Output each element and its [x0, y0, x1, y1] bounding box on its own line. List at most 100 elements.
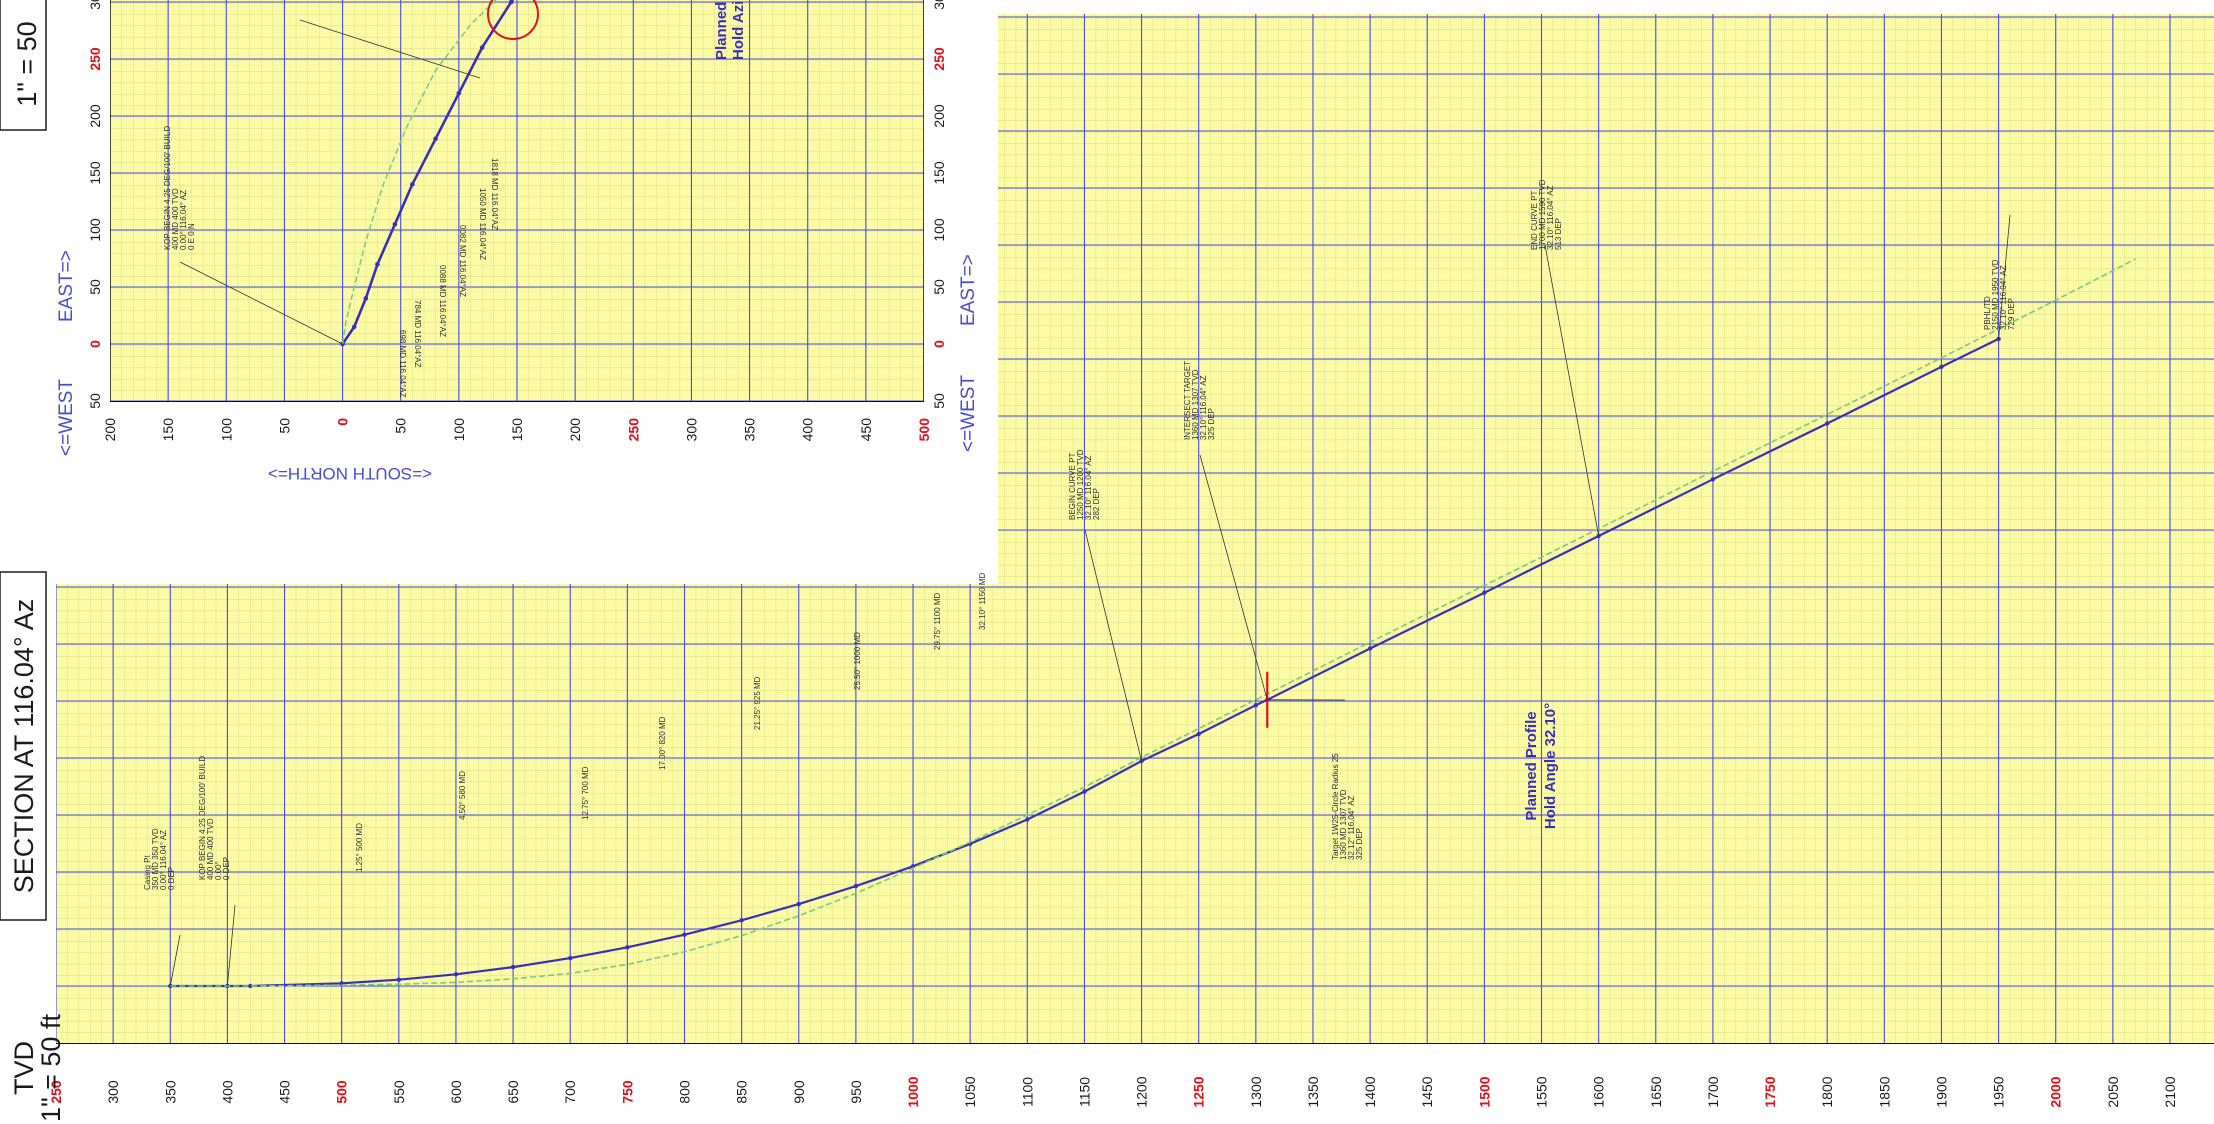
section-x-tick-label: 550 [391, 1080, 407, 1104]
plan-y-tick-label-right: 150 [931, 161, 947, 185]
plan-point [410, 182, 415, 187]
section-x-tick-label: 1600 [1591, 1076, 1607, 1107]
section-x-tick-label: 1250 [1191, 1076, 1207, 1107]
plan-annotation: 0088 MD 116.04°AZ [438, 265, 447, 337]
section-x-tick-label: 800 [676, 1080, 692, 1104]
section-annotation: 1.25° 500 MD [355, 823, 364, 872]
section-x-tick-label: 1550 [1534, 1076, 1550, 1107]
section-annotation-text: 513 DEP [1554, 218, 1563, 250]
section-x-tick-label: 1400 [1362, 1076, 1378, 1107]
plan-point [456, 90, 462, 96]
section-annotations: Casing Pt 350 MD 350 TVD 0.00° 116.04° AZ 0… [143, 179, 2016, 987]
section-x-tick-label: 500 [334, 1080, 350, 1104]
section-annotation: Target 1W25-Circle Radius 25 1360 MD 1307… [1267, 699, 1364, 860]
section-annotation-text: 1700 MD 1590 TVD [1538, 179, 1547, 250]
section-x-ticks: 250 300 350 400 450 500 550 600 650 700 750 800 850 9… [48, 1076, 2178, 1107]
section-x-tick-label: 1300 [1248, 1076, 1264, 1107]
section-point [1082, 789, 1087, 794]
section-x-tick-label: 1450 [1419, 1076, 1435, 1107]
section-annotation: KOP BEGIN 4.25 DEG/100' BUILD 400 MD 400 … [198, 756, 236, 987]
plan-annotation: 1818 MD 116.04°AZ [490, 158, 499, 230]
section-annotation-text: 1250 MD 1200 TVD [1076, 449, 1085, 520]
plan-x-tick-label: 500 [916, 418, 932, 442]
section-annotation-text: 32.10° 1150 MD [978, 572, 987, 630]
section-scale: TVD 1" = 50 ft [9, 1014, 66, 1122]
section-x-tick-label: 750 [619, 1080, 635, 1104]
section-x-tick-label: 1500 [1476, 1076, 1492, 1107]
section-annotation-text: 0 DEP [222, 857, 231, 880]
section-annotation-text: 29.75° 1100 MD [933, 592, 942, 650]
plan-y-tick-label-left: 150 [87, 161, 103, 185]
plan-target-circle [487, 0, 539, 40]
plan-y-tick-label-right: 200 [931, 104, 947, 128]
section-annotation-leader [1084, 529, 1142, 762]
plan-x-tick-label: 100 [451, 418, 467, 442]
section-point [396, 977, 402, 982]
plan-x-ticks: 200 150 100 50 0 50 100 150 200 250 300 350 400 450 50… [102, 418, 932, 442]
section-annotation-text: 350 MD 350 TVD [151, 828, 160, 890]
section-profile-title-line-1: Planned Profile [1523, 711, 1540, 820]
section-point [796, 901, 801, 907]
plan-y-tick-label-left: 0 [87, 340, 103, 348]
section-scale-line-2: 1" = 50 ft [36, 1014, 66, 1122]
plan-point [392, 222, 398, 227]
section-annotation: END CURVE PT 1700 MD 1590 TVD 32.10° 116.0… [1530, 179, 1600, 537]
section-x-tick-label: 250 [48, 1080, 64, 1104]
section-point [248, 983, 253, 989]
section-x-tick-label: 1850 [1876, 1076, 1892, 1107]
section-x-tick-label: 1800 [1819, 1076, 1835, 1107]
plan-major-grid [110, 0, 924, 402]
plan-y-tick-label-right: 50 [931, 393, 947, 409]
plan-annotation-text: 0 E 0 N [187, 223, 196, 250]
plan-point [340, 341, 345, 347]
plan-annotation-text: 1050 MD 116.04°AZ [478, 188, 487, 260]
plan-y-tick-label-right: 100 [931, 218, 947, 242]
section-annotation-text: 0 DEP [167, 867, 176, 890]
plan-point [363, 296, 369, 301]
section-annotation: 25.50° 1000 MD [853, 632, 862, 690]
section-point [682, 932, 687, 937]
section-x-tick-label: 1950 [1991, 1076, 2007, 1107]
section-annotation-text: 4.50° 580 MD [458, 771, 467, 820]
section-annotation-text: 400 MD 400 TVD [206, 818, 215, 880]
section-annotation: 29.75° 1100 MD [933, 592, 942, 650]
section-point [625, 945, 630, 950]
section-point [1482, 590, 1487, 595]
plan-x-tick-label: 100 [218, 418, 234, 442]
plan-y-ticks: 50 50 0 0 50 50 100 100 150 150 200 200 250 250 30 30 [87, 0, 947, 409]
plan-annotation-text: 1818 MD 116.04°AZ [490, 158, 499, 230]
section-x-tick-label: 1150 [1076, 1077, 1092, 1107]
section-x-tick-label: 1200 [1134, 1076, 1150, 1107]
section-annotation-text: PBHL/TD [1983, 296, 1992, 330]
section-point [1710, 477, 1716, 482]
section-title-box: SECTION AT 116.04° Az [0, 571, 47, 921]
plan-scale-box: 1" = 50 [0, 0, 47, 131]
section-annotation-leader [1199, 454, 1268, 700]
section-x-tick-label: 600 [448, 1080, 464, 1104]
plan-scale: 1" = 50 [12, 21, 42, 106]
section-annotation-text: 1360 MD 1307 TVD [1339, 789, 1348, 860]
section-x-tick-label: 1050 [962, 1076, 978, 1107]
plan-x-tick-label: 200 [102, 418, 118, 442]
section-x-tick-label: 1900 [1933, 1076, 1949, 1107]
section-scale-line-1: TVD [9, 1041, 39, 1095]
plan-point [433, 136, 438, 142]
section-annotation: 4.50° 580 MD [458, 771, 467, 820]
section-annotation-text: 0.00° 116.04° AZ [159, 830, 168, 890]
section-point [510, 964, 516, 970]
section-x-tick-label: 1750 [1762, 1076, 1778, 1107]
section-x-tick-label: 2000 [2048, 1076, 2064, 1107]
section-point [853, 883, 859, 889]
section-x-tick-label: 700 [562, 1080, 578, 1104]
section-annotation-text: 325 DEP [1207, 408, 1216, 440]
plan-x-tick-label: 50 [393, 418, 409, 434]
section-x-tick-label: 2100 [2162, 1076, 2178, 1107]
section-annotation-text: BEGIN CURVE PT [1068, 452, 1077, 520]
section-annotation-text: END CURVE PT [1530, 190, 1539, 250]
section-annotation-text: 0.00° [214, 861, 223, 880]
section-annotation: 12.75° 700 MD [581, 766, 590, 820]
plan-y-axis-label-right-east: EAST=> [958, 254, 979, 326]
section-point [1196, 731, 1201, 737]
section-x-tick-label: 650 [505, 1080, 521, 1104]
section-profile-title-line-2: Hold Angle 32.10° [1542, 703, 1559, 829]
